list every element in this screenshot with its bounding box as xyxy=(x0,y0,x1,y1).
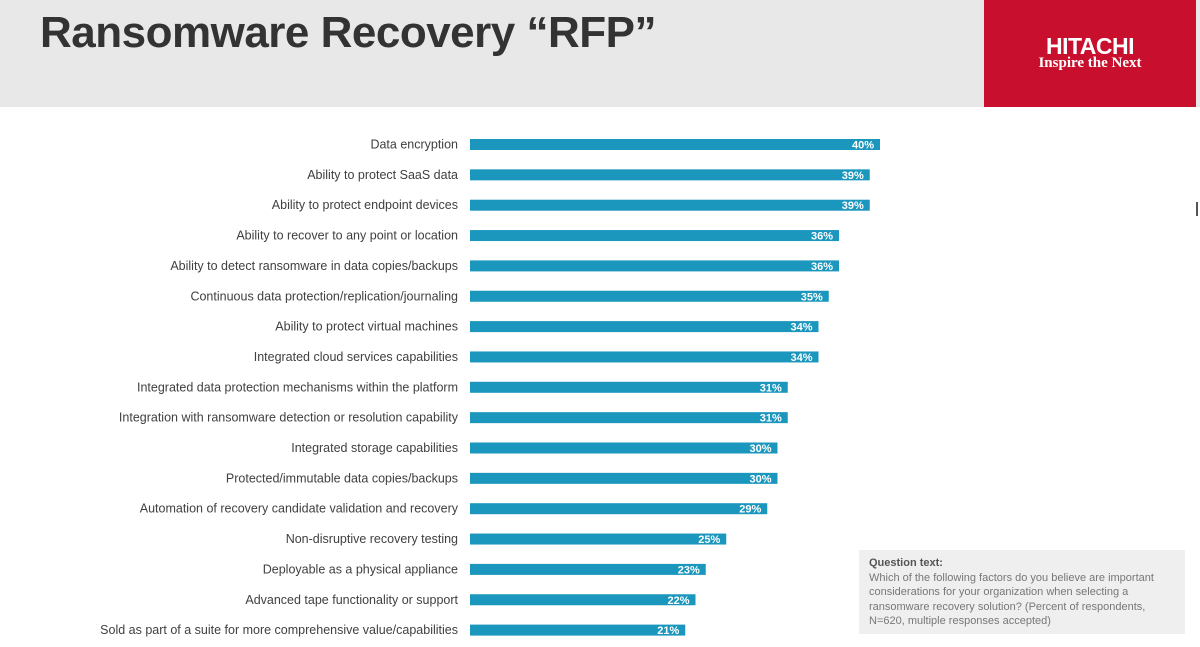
data-label: 39% xyxy=(842,200,864,212)
logo-tagline: Inspire the Next xyxy=(1038,55,1142,71)
category-label: Advanced tape functionality or support xyxy=(245,593,458,607)
scroll-marker xyxy=(1196,202,1198,216)
bar xyxy=(470,472,778,484)
logo-name: HITACHI xyxy=(1045,33,1135,59)
bar xyxy=(470,199,870,211)
category-label: Data encryption xyxy=(370,138,458,152)
bar xyxy=(470,412,788,424)
data-label: 22% xyxy=(667,595,689,607)
bar xyxy=(470,351,819,363)
category-label: Ability to protect endpoint devices xyxy=(272,198,458,212)
category-label: Ability to detect ransomware in data cop… xyxy=(170,259,458,273)
data-label: 30% xyxy=(749,473,771,485)
bar xyxy=(470,594,696,606)
data-label: 25% xyxy=(698,534,720,546)
bar xyxy=(470,230,839,242)
data-label: 31% xyxy=(760,382,782,394)
category-label: Continuous data protection/replication/j… xyxy=(190,289,458,303)
hitachi-logo: HITACHI Inspire the Next xyxy=(984,0,1196,107)
data-label: 34% xyxy=(790,322,812,334)
data-label: 23% xyxy=(678,564,700,576)
data-label: 34% xyxy=(790,352,812,364)
bar xyxy=(470,321,819,333)
category-label: Non-disruptive recovery testing xyxy=(286,532,458,546)
question-body: Which of the following factors do you be… xyxy=(869,571,1154,628)
category-label: Sold as part of a suite for more compreh… xyxy=(100,623,458,637)
bar xyxy=(470,290,829,302)
category-label: Integration with ransomware detection or… xyxy=(119,411,459,425)
bar xyxy=(470,442,778,454)
data-label: 31% xyxy=(760,413,782,425)
category-label: Ability to recover to any point or locat… xyxy=(236,229,458,243)
category-label: Integrated cloud services capabilities xyxy=(254,350,458,364)
question-heading: Question text: xyxy=(869,557,943,569)
data-label: 39% xyxy=(842,170,864,182)
bar xyxy=(470,503,768,515)
data-label: 40% xyxy=(852,140,874,152)
bar xyxy=(470,624,686,636)
category-label: Automation of recovery candidate validat… xyxy=(140,502,459,516)
category-label: Integrated storage capabilities xyxy=(291,441,458,455)
bar xyxy=(470,139,880,150)
category-label: Integrated data protection mechanisms wi… xyxy=(137,380,458,394)
data-label: 29% xyxy=(739,504,761,516)
bar xyxy=(470,169,870,181)
data-label: 36% xyxy=(811,231,833,243)
category-label: Ability to protect SaaS data xyxy=(307,168,458,182)
category-label: Protected/immutable data copies/backups xyxy=(226,471,458,485)
data-label: 36% xyxy=(811,261,833,273)
bar xyxy=(470,260,839,272)
header-band: Ransomware Recovery “RFP” HITACHI Inspir… xyxy=(0,0,1200,107)
bar xyxy=(470,563,706,575)
page-title: Ransomware Recovery “RFP” xyxy=(40,8,656,57)
bar xyxy=(470,533,727,545)
bar xyxy=(470,381,788,393)
data-label: 35% xyxy=(801,291,823,303)
category-label: Ability to protect virtual machines xyxy=(275,320,458,334)
category-label: Deployable as a physical appliance xyxy=(263,562,458,576)
question-box: Question text: Which of the following fa… xyxy=(859,550,1185,634)
data-label: 21% xyxy=(657,625,679,637)
data-label: 30% xyxy=(749,443,771,455)
